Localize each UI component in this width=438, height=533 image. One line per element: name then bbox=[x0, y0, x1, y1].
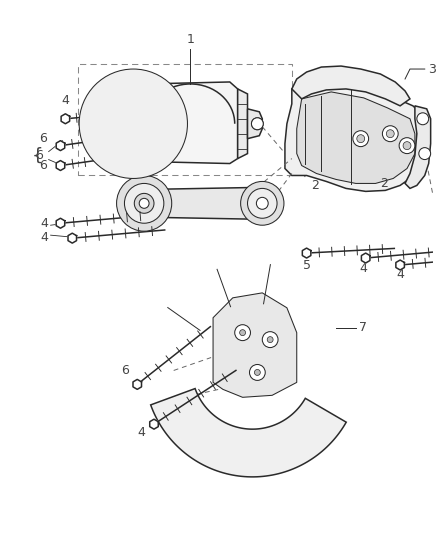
Circle shape bbox=[247, 188, 277, 218]
Text: 5: 5 bbox=[303, 259, 311, 271]
Circle shape bbox=[134, 193, 154, 213]
Text: 6: 6 bbox=[39, 159, 47, 172]
Polygon shape bbox=[297, 92, 415, 183]
Text: 1: 1 bbox=[187, 33, 194, 46]
Polygon shape bbox=[396, 260, 404, 270]
Polygon shape bbox=[68, 233, 77, 243]
Text: 2: 2 bbox=[311, 179, 319, 192]
Circle shape bbox=[79, 69, 187, 179]
Text: 4: 4 bbox=[41, 217, 49, 230]
Circle shape bbox=[386, 130, 394, 138]
Circle shape bbox=[124, 183, 164, 223]
Text: 4: 4 bbox=[360, 262, 367, 276]
Text: 4: 4 bbox=[137, 426, 145, 439]
Text: {: { bbox=[32, 147, 44, 165]
Polygon shape bbox=[361, 253, 370, 263]
Polygon shape bbox=[56, 218, 65, 228]
Circle shape bbox=[357, 135, 365, 143]
Polygon shape bbox=[56, 141, 65, 151]
Circle shape bbox=[116, 106, 151, 142]
Polygon shape bbox=[302, 248, 311, 258]
Text: 4: 4 bbox=[61, 94, 69, 107]
Text: 6: 6 bbox=[39, 132, 47, 145]
Circle shape bbox=[353, 131, 369, 147]
Text: 4: 4 bbox=[41, 231, 49, 244]
Polygon shape bbox=[405, 106, 431, 188]
Polygon shape bbox=[238, 89, 247, 158]
Circle shape bbox=[262, 332, 278, 348]
Polygon shape bbox=[213, 293, 297, 397]
Text: 4: 4 bbox=[396, 269, 404, 281]
Circle shape bbox=[251, 118, 263, 130]
Polygon shape bbox=[133, 379, 141, 389]
Polygon shape bbox=[149, 188, 258, 219]
Circle shape bbox=[125, 116, 141, 132]
Circle shape bbox=[94, 84, 173, 164]
Circle shape bbox=[417, 113, 429, 125]
Polygon shape bbox=[56, 160, 65, 171]
Polygon shape bbox=[146, 82, 238, 164]
Circle shape bbox=[382, 126, 398, 142]
Polygon shape bbox=[247, 109, 262, 139]
Circle shape bbox=[139, 198, 149, 208]
Circle shape bbox=[256, 197, 268, 209]
Circle shape bbox=[419, 148, 431, 159]
Polygon shape bbox=[285, 79, 427, 191]
Polygon shape bbox=[61, 114, 70, 124]
Text: 2: 2 bbox=[381, 177, 389, 190]
Circle shape bbox=[267, 337, 273, 343]
Text: 7: 7 bbox=[359, 321, 367, 334]
Circle shape bbox=[117, 175, 172, 231]
Polygon shape bbox=[150, 419, 158, 429]
Circle shape bbox=[403, 142, 411, 150]
Circle shape bbox=[240, 330, 246, 336]
Circle shape bbox=[254, 369, 260, 375]
Polygon shape bbox=[292, 66, 410, 106]
Circle shape bbox=[240, 181, 284, 225]
Text: 6: 6 bbox=[35, 149, 43, 162]
Circle shape bbox=[129, 120, 137, 128]
Circle shape bbox=[251, 118, 263, 130]
Circle shape bbox=[250, 365, 265, 381]
Polygon shape bbox=[151, 389, 346, 477]
Circle shape bbox=[399, 138, 415, 154]
Text: 6: 6 bbox=[121, 364, 129, 377]
Circle shape bbox=[235, 325, 251, 341]
Text: 3: 3 bbox=[427, 62, 435, 76]
